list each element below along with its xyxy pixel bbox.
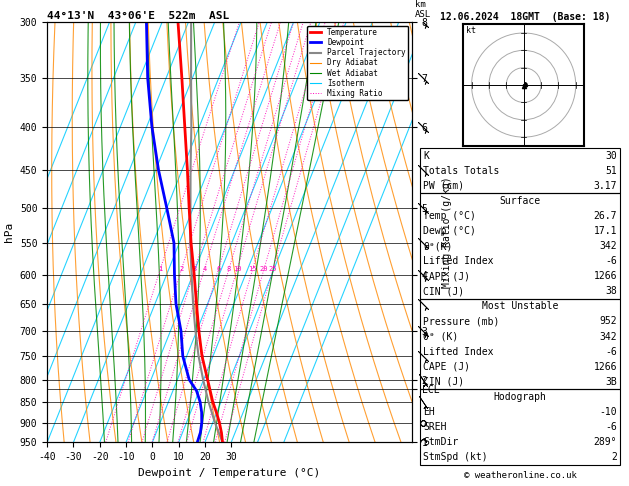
Text: 6: 6: [216, 265, 221, 272]
Legend: Temperature, Dewpoint, Parcel Trajectory, Dry Adiabat, Wet Adiabat, Isotherm, Mi: Temperature, Dewpoint, Parcel Trajectory…: [308, 26, 408, 100]
Text: 51: 51: [605, 166, 617, 176]
Text: CIN (J): CIN (J): [423, 286, 464, 296]
Text: Temp (°C): Temp (°C): [423, 211, 476, 221]
Text: 44°13'N  43°06'E  522m  ASL: 44°13'N 43°06'E 522m ASL: [47, 11, 230, 21]
Text: θᵊ(K): θᵊ(K): [423, 241, 453, 251]
Text: 1266: 1266: [594, 362, 617, 372]
Text: 26.7: 26.7: [594, 211, 617, 221]
Text: kt: kt: [466, 26, 476, 35]
Text: -10: -10: [599, 407, 617, 417]
Text: 25: 25: [269, 265, 277, 272]
Text: 1266: 1266: [594, 271, 617, 281]
Text: 1: 1: [159, 265, 163, 272]
Text: -6: -6: [605, 347, 617, 357]
Text: SREH: SREH: [423, 422, 447, 432]
Text: CAPE (J): CAPE (J): [423, 271, 470, 281]
Text: 10: 10: [233, 265, 242, 272]
Text: Lifted Index: Lifted Index: [423, 256, 494, 266]
Text: 8: 8: [227, 265, 231, 272]
Text: K: K: [423, 151, 429, 161]
Text: 952: 952: [599, 316, 617, 327]
Text: 3B: 3B: [605, 377, 617, 387]
X-axis label: Dewpoint / Temperature (°C): Dewpoint / Temperature (°C): [138, 468, 321, 478]
Text: 342: 342: [599, 331, 617, 342]
Text: 342: 342: [599, 241, 617, 251]
Text: Dewp (°C): Dewp (°C): [423, 226, 476, 236]
Text: 2: 2: [611, 452, 617, 462]
Text: 20: 20: [260, 265, 269, 272]
Text: -6: -6: [605, 256, 617, 266]
Text: StmSpd (kt): StmSpd (kt): [423, 452, 488, 462]
Text: θᵊ (K): θᵊ (K): [423, 331, 459, 342]
Y-axis label: Mixing Ratio (g/kg): Mixing Ratio (g/kg): [442, 176, 452, 288]
Text: Surface: Surface: [499, 196, 541, 206]
Text: 38: 38: [605, 286, 617, 296]
Text: PW (cm): PW (cm): [423, 181, 464, 191]
Text: 17.1: 17.1: [594, 226, 617, 236]
Text: 15: 15: [248, 265, 257, 272]
Text: © weatheronline.co.uk: © weatheronline.co.uk: [464, 471, 577, 480]
Text: 12.06.2024  18GMT  (Base: 18): 12.06.2024 18GMT (Base: 18): [440, 12, 610, 22]
Text: Totals Totals: Totals Totals: [423, 166, 499, 176]
Text: 289°: 289°: [594, 437, 617, 447]
Text: 30: 30: [605, 151, 617, 161]
Text: 3: 3: [192, 265, 197, 272]
Text: Most Unstable: Most Unstable: [482, 301, 559, 312]
Text: CAPE (J): CAPE (J): [423, 362, 470, 372]
Text: Pressure (mb): Pressure (mb): [423, 316, 499, 327]
Text: -6: -6: [605, 422, 617, 432]
Y-axis label: hPa: hPa: [4, 222, 14, 242]
Text: km
ASL: km ASL: [415, 0, 431, 19]
Text: Lifted Index: Lifted Index: [423, 347, 494, 357]
Text: CIN (J): CIN (J): [423, 377, 464, 387]
Text: 3.17: 3.17: [594, 181, 617, 191]
Text: 4: 4: [203, 265, 207, 272]
Text: EH: EH: [423, 407, 435, 417]
Text: Hodograph: Hodograph: [494, 392, 547, 402]
Text: 2: 2: [180, 265, 184, 272]
Text: StmDir: StmDir: [423, 437, 459, 447]
